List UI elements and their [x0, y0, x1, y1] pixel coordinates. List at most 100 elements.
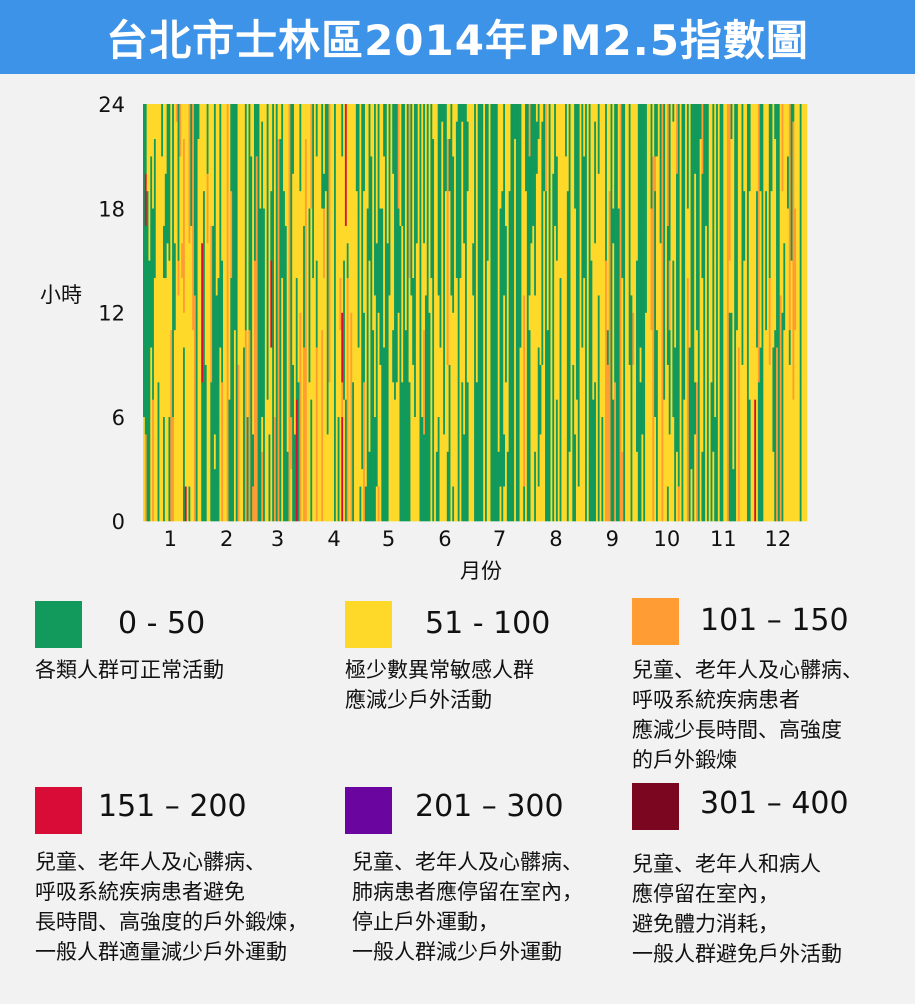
- heatmap-cell: [197, 295, 200, 435]
- heatmap-cell: [588, 190, 591, 226]
- heatmap-cell: [721, 121, 724, 192]
- heatmap-cell: [585, 208, 588, 279]
- heatmap-cell: [241, 104, 244, 192]
- heatmap-cell: [803, 468, 806, 522]
- heatmap-cell: [144, 434, 147, 522]
- heatmap-cell: [656, 260, 659, 331]
- legend-description-line: 長時間、高強度的戶外鍛煉，: [35, 910, 308, 934]
- heatmap-cell: [774, 329, 777, 522]
- heatmap-cell: [217, 382, 220, 418]
- heatmap-cell: [281, 329, 284, 522]
- heatmap-cell: [250, 225, 253, 331]
- heatmap-cell: [212, 225, 215, 400]
- heatmap-cell: [772, 104, 775, 209]
- heatmap-cell: [594, 104, 597, 122]
- heatmap-cell: [710, 347, 713, 383]
- heatmap-cell: [199, 486, 202, 522]
- heatmap-cell: [745, 416, 748, 452]
- heatmap-cell: [201, 104, 204, 244]
- heatmap-cell: [734, 104, 737, 157]
- heatmap-cell: [648, 190, 651, 313]
- heatmap-cell: [541, 364, 544, 522]
- legend-description: 極少數異常敏感人群 應減少戶外活動: [345, 655, 534, 715]
- heatmap-cell: [506, 225, 510, 418]
- heatmap-cell: [572, 277, 575, 365]
- heatmap-cell: [563, 138, 566, 313]
- heatmap-cell: [263, 104, 266, 209]
- heatmap-cell: [688, 347, 691, 522]
- heatmap-cell: [490, 468, 493, 522]
- heatmap-cell: [301, 243, 304, 331]
- heatmap-cell: [512, 104, 515, 140]
- heatmap-cell: [177, 260, 180, 296]
- heatmap-cell: [716, 121, 719, 192]
- heatmap-cell: [230, 190, 233, 279]
- heatmap-cell: [776, 347, 779, 435]
- heatmap-cell: [623, 260, 626, 418]
- heatmap-cell: [725, 156, 728, 209]
- x-tick-label: 4: [327, 527, 340, 551]
- heatmap-cell: [646, 173, 650, 279]
- heatmap-cell: [690, 277, 693, 470]
- heatmap-cell: [701, 451, 704, 522]
- heatmap-cell: [737, 208, 741, 348]
- heatmap-cell: [535, 104, 539, 122]
- heatmap-cell: [765, 104, 768, 192]
- heatmap-cell: [368, 295, 371, 365]
- heatmap-cell: [725, 208, 728, 244]
- heatmap-cell: [177, 434, 180, 522]
- heatmap-cell: [676, 364, 679, 452]
- heatmap-cell: [255, 156, 258, 296]
- heatmap-cell: [217, 104, 220, 157]
- heatmap-cell: [339, 277, 342, 331]
- heatmap-cell: [761, 260, 764, 383]
- heatmap-cell: [599, 329, 602, 383]
- heatmap-cell: [277, 104, 280, 140]
- heatmap-cell: [743, 104, 746, 192]
- heatmap-cell: [548, 312, 551, 435]
- heatmap-cell: [799, 225, 802, 383]
- heatmap-cell: [264, 295, 268, 400]
- heatmap-cell: [545, 329, 548, 522]
- heatmap-cell: [694, 104, 697, 174]
- heatmap-cell: [621, 329, 624, 400]
- heatmap-cell: [423, 364, 426, 435]
- heatmap-cell: [748, 104, 751, 157]
- heatmap-cell: [737, 347, 741, 522]
- heatmap-cell: [283, 104, 286, 192]
- heatmap-cell: [424, 138, 428, 226]
- heatmap-cell: [797, 104, 801, 209]
- heatmap-cell: [195, 468, 198, 522]
- heatmap-cell: [426, 399, 429, 522]
- heatmap-cell: [559, 104, 562, 279]
- heatmap-cell: [570, 347, 573, 522]
- heatmap-cell: [175, 104, 178, 122]
- heatmap-cell: [752, 121, 755, 296]
- heatmap-cell: [224, 399, 228, 470]
- heatmap-cell: [572, 364, 575, 522]
- heatmap-cell: [159, 399, 162, 522]
- heatmap-cell: [514, 138, 517, 209]
- heatmap-cell: [284, 364, 288, 400]
- heatmap-cell: [152, 399, 155, 522]
- heatmap-cell: [599, 104, 602, 140]
- heatmap-cell: [685, 156, 688, 226]
- heatmap-cell: [312, 277, 315, 435]
- heatmap-cell: [370, 190, 373, 365]
- heatmap-cell: [677, 486, 681, 522]
- heatmap-cell: [430, 104, 433, 279]
- heatmap-cell: [179, 329, 182, 522]
- heatmap-cell: [366, 399, 369, 522]
- heatmap-cell: [799, 104, 802, 226]
- heatmap-cell: [368, 260, 371, 296]
- heatmap-cell: [321, 329, 324, 522]
- heatmap-cell: [570, 277, 573, 313]
- heatmap-cell: [676, 104, 679, 174]
- heatmap-cell: [494, 156, 497, 279]
- heatmap-cell: [357, 277, 360, 348]
- heatmap-cell: [432, 243, 435, 418]
- heatmap-cell: [696, 138, 699, 209]
- heatmap-cell: [397, 312, 400, 383]
- heatmap-cell: [153, 138, 157, 279]
- heatmap-cell: [634, 416, 637, 522]
